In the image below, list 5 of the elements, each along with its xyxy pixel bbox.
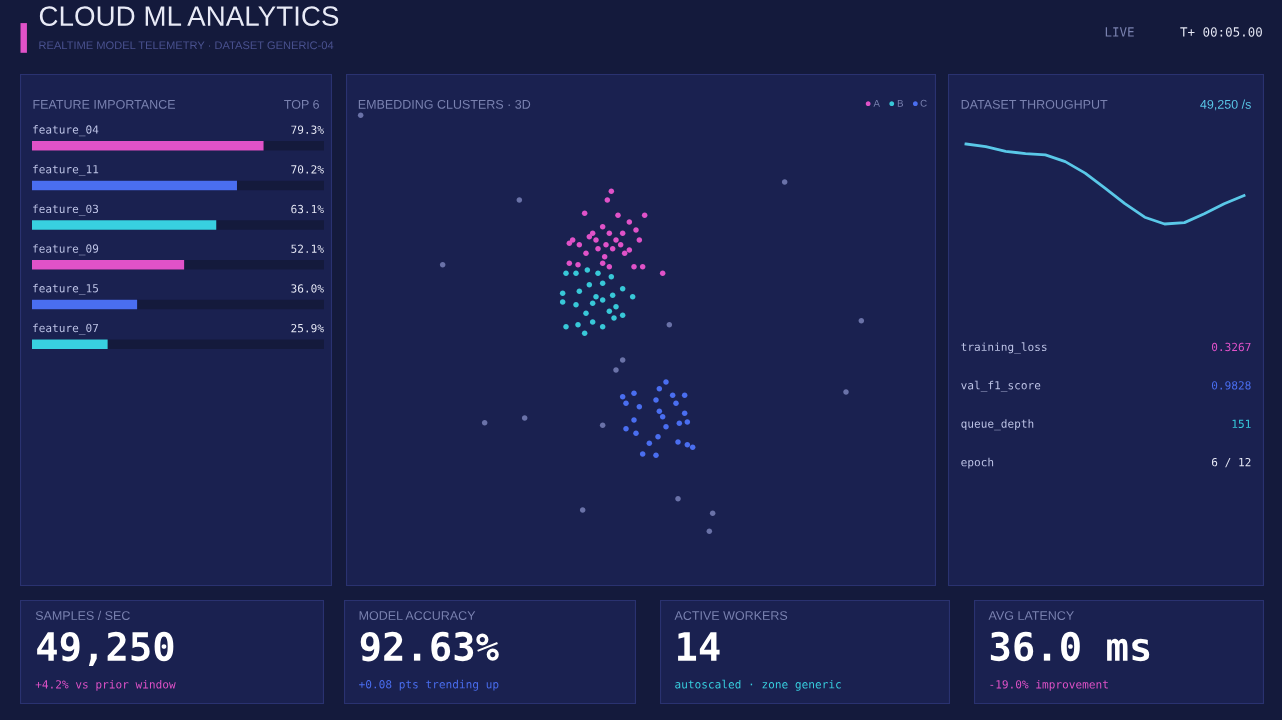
text: 14 (678, 632, 720, 661)
text: 92.63% (360, 631, 499, 662)
text: 49,250 (37, 631, 174, 667)
text: CLOUD ML ANALYTICS (39, 6, 339, 26)
text: 36.0 ms (990, 631, 1150, 662)
